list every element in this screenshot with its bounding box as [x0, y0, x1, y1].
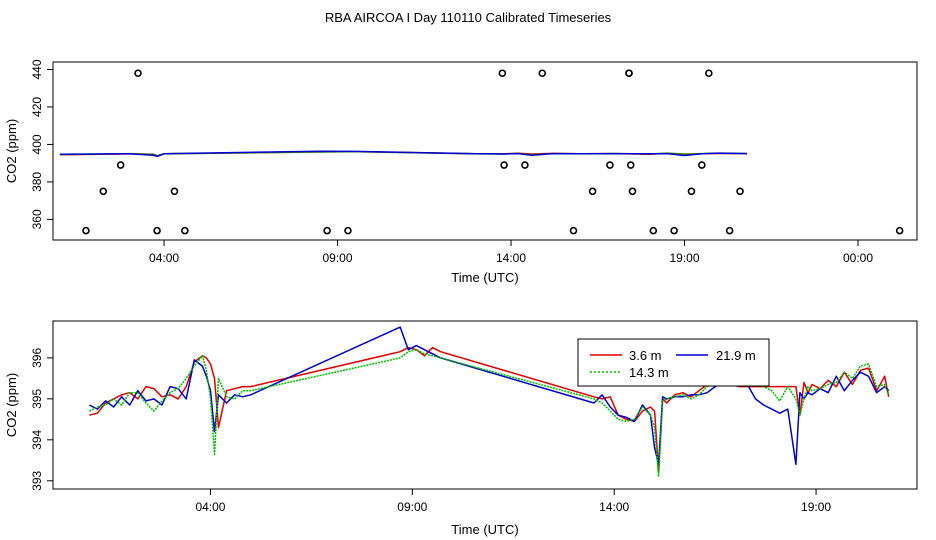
- top-flag-markers: [82, 69, 904, 235]
- flag-point: [606, 161, 614, 169]
- flag-point: [538, 69, 547, 78]
- y-tick-label: 440: [30, 59, 44, 79]
- flag-point: [649, 226, 658, 235]
- bottom-panel: 393 394 395 396 04:00 09:00 14:00 19:00 Time (…: [4, 320, 918, 537]
- bottom-x-axis: 04:00 09:00 14:00 19:00: [195, 489, 831, 514]
- x-tick-label: 19:00: [670, 251, 700, 265]
- flag-point: [153, 226, 161, 235]
- flag-point: [895, 226, 904, 235]
- legend: 3.6 m 21.9 m 14.3 m: [577, 338, 770, 387]
- y-tick-label: 380: [30, 172, 44, 192]
- flag-point: [687, 187, 696, 196]
- figure-title: RBA AIRCOA I Day 110110 Calibrated Times…: [325, 10, 612, 25]
- x-tick-label: 00:00: [843, 251, 873, 265]
- bottom-x-axis-label: Time (UTC): [451, 522, 518, 537]
- top-y-axis: 360 380 400 420 440: [30, 59, 53, 229]
- bottom-plot-frame: [52, 320, 918, 490]
- legend-entry-3-6m: 3.6 m: [590, 348, 662, 363]
- y-tick-label: 396: [30, 348, 44, 368]
- flag-point: [725, 226, 734, 235]
- flag-point: [500, 161, 508, 169]
- top-y-axis-label: CO2 (ppm): [4, 119, 19, 183]
- series-line-h36: [89, 346, 890, 474]
- flag-point: [344, 226, 352, 235]
- y-tick-label: 400: [30, 134, 44, 154]
- top-x-axis-label: Time (UTC): [451, 270, 518, 285]
- bottom-y-axis-label: CO2 (ppm): [4, 373, 19, 437]
- y-tick-label: 393: [30, 470, 44, 490]
- flag-point: [181, 226, 189, 235]
- top-x-axis: 04:00 09:00 14:00 19:00 00:00: [149, 240, 873, 265]
- x-tick-label: 09:00: [323, 251, 353, 265]
- flag-point: [705, 69, 713, 78]
- flag-point: [569, 226, 578, 235]
- flag-point: [588, 187, 597, 196]
- flag-point: [670, 226, 678, 235]
- x-tick-label: 19:00: [801, 500, 831, 514]
- flag-point: [170, 187, 179, 196]
- x-tick-label: 09:00: [397, 500, 427, 514]
- legend-entry-21-9m: 21.9 m: [676, 348, 756, 363]
- series-line-h219: [59, 150, 748, 158]
- y-tick-label: 394: [30, 429, 44, 449]
- flag-point: [323, 226, 331, 235]
- legend-label-3-6m: 3.6 m: [629, 348, 662, 363]
- flag-point: [521, 161, 529, 169]
- bottom-y-axis: 393 394 395 396: [30, 348, 53, 491]
- flag-point: [116, 161, 125, 169]
- legend-label-21-9m: 21.9 m: [716, 348, 756, 363]
- flag-point: [82, 226, 90, 235]
- top-plot-frame: [52, 61, 918, 241]
- flag-point: [698, 161, 706, 169]
- legend-box: [577, 338, 770, 387]
- y-tick-label: 395: [30, 389, 44, 409]
- flag-point: [626, 161, 635, 169]
- flag-point: [628, 187, 637, 196]
- x-tick-label: 04:00: [149, 251, 179, 265]
- y-tick-label: 360: [30, 209, 44, 229]
- flag-point: [134, 69, 142, 78]
- flag-point: [736, 187, 744, 196]
- top-series-lines: [59, 150, 748, 158]
- x-tick-label: 14:00: [496, 251, 526, 265]
- y-tick-label: 420: [30, 97, 44, 117]
- legend-entry-14-3m: 14.3 m: [590, 365, 669, 380]
- bottom-series-lines: [88, 326, 890, 478]
- flag-point: [99, 187, 108, 196]
- series-line-h143: [88, 348, 890, 478]
- flag-point: [625, 69, 633, 78]
- x-tick-label: 14:00: [599, 500, 629, 514]
- flag-point: [498, 69, 507, 78]
- top-panel: 360 380 400 420 440 04:00 09:00 14:00 19:00 00:0…: [4, 59, 918, 285]
- x-tick-label: 04:00: [195, 500, 225, 514]
- legend-label-14-3m: 14.3 m: [629, 365, 669, 380]
